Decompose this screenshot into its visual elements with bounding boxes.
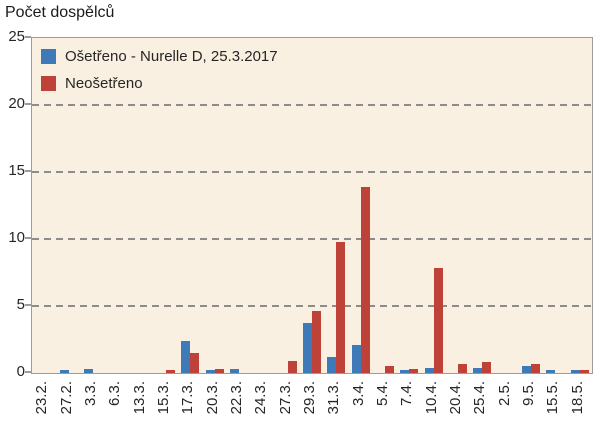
x-axis-label-18.5.: 18.5.: [568, 381, 586, 415]
gridline-y15: [32, 171, 592, 173]
bar-neosetreno-10.4.: [433, 268, 443, 373]
bar-osetreno-3.4.: [351, 344, 361, 373]
y-axis-tick-icon: [25, 170, 31, 172]
bar-osetreno-10.4.: [424, 367, 434, 373]
y-axis-tick-icon: [25, 304, 31, 306]
legend-swatch-treated-icon: [41, 49, 56, 64]
bar-neosetreno-15.3.: [165, 370, 175, 373]
x-axis-label-27.3.: 27.3.: [276, 381, 294, 415]
bar-osetreno-29.3.: [303, 323, 312, 373]
bar-neosetreno-31.3.: [336, 241, 346, 373]
x-axis-label-20.3.: 20.3.: [203, 381, 221, 415]
bar-neosetreno-5.4.: [385, 366, 395, 373]
y-axis-tick-icon: [25, 36, 31, 38]
y-axis-tick-icon: [25, 237, 31, 239]
y-axis-label-15: 15: [8, 162, 25, 179]
gridline-y10: [32, 238, 592, 240]
bar-osetreno-27.2.: [59, 370, 69, 373]
bar-osetreno-3.3.: [83, 368, 93, 373]
y-axis-label-20: 20: [8, 95, 25, 112]
x-axis-label-31.3.: 31.3.: [325, 381, 343, 415]
x-axis-label-5.4.: 5.4.: [374, 381, 392, 407]
y-axis-tick-icon: [25, 371, 31, 373]
bar-osetreno-22.3.: [229, 368, 239, 373]
gridline-y20: [32, 104, 592, 106]
x-axis-label-29.3.: 29.3.: [301, 381, 318, 415]
bar-osetreno-31.3.: [327, 356, 337, 373]
y-axis-label-25: 25: [8, 28, 25, 45]
x-axis-label-6.3.: 6.3.: [106, 381, 124, 407]
legend-item-untreated: Neošetřeno: [41, 75, 278, 92]
legend-item-treated: Ošetřeno - Nurelle D, 25.3.2017: [41, 48, 278, 65]
x-axis-label-17.3.: 17.3.: [179, 381, 197, 415]
bar-neosetreno-18.5.: [579, 370, 589, 373]
x-axis-label-10.4.: 10.4.: [422, 381, 440, 415]
legend-label-untreated: Neošetřeno: [65, 75, 143, 92]
x-axis-label-27.2.: 27.2.: [57, 381, 75, 415]
y-axis-label-5: 5: [16, 296, 25, 313]
bar-neosetreno-7.4.: [409, 368, 419, 373]
bar-neosetreno-20.3.: [214, 368, 224, 373]
x-axis-label-3.3.: 3.3.: [81, 381, 99, 407]
gridline-y5: [32, 305, 592, 307]
x-axis-label-15.5.: 15.5.: [544, 381, 562, 415]
legend: Ošetřeno - Nurelle D, 25.3.2017 Neošetře…: [41, 48, 278, 92]
x-axis-label-15.3.: 15.3.: [154, 381, 172, 415]
x-axis-label-3.4.: 3.4.: [349, 381, 367, 407]
bar-osetreno-7.4.: [400, 370, 410, 373]
bar-osetreno-25.4.: [473, 367, 483, 373]
bar-neosetreno-20.4.: [458, 363, 468, 373]
y-axis-tick-icon: [25, 103, 31, 105]
plot-area: Ošetřeno - Nurelle D, 25.3.2017 Neošetře…: [31, 37, 593, 374]
legend-swatch-untreated-icon: [41, 76, 56, 91]
x-axis-label-7.4.: 7.4.: [398, 381, 416, 407]
chart-title: Počet dospělců: [5, 4, 115, 21]
bar-osetreno-15.5.: [546, 370, 556, 373]
bar-neosetreno-9.5.: [531, 363, 541, 373]
bar-neosetreno-29.3.: [312, 311, 321, 373]
bar-neosetreno-3.4.: [360, 186, 370, 373]
bar-neosetreno-27.3.: [287, 360, 297, 373]
x-axis-label-2.5.: 2.5.: [495, 381, 513, 407]
x-axis-label-25.4.: 25.4.: [471, 381, 489, 415]
y-axis-label-10: 10: [8, 229, 25, 246]
bar-neosetreno-25.4.: [482, 362, 492, 373]
y-axis-label-0: 0: [16, 363, 25, 380]
x-axis-label-9.5.: 9.5.: [520, 381, 538, 407]
bar-osetreno-9.5.: [522, 366, 532, 373]
x-axis-label-23.2.: 23.2.: [33, 381, 51, 415]
x-axis-label-20.4.: 20.4.: [447, 381, 465, 415]
legend-label-treated: Ošetřeno - Nurelle D, 25.3.2017: [65, 48, 278, 65]
bar-osetreno-18.5.: [570, 370, 580, 373]
bar-osetreno-17.3.: [181, 340, 191, 373]
x-axis-label-24.3.: 24.3.: [252, 381, 270, 415]
x-axis-label-13.3.: 13.3.: [130, 381, 148, 415]
bar-neosetreno-17.3.: [190, 352, 200, 373]
bar-osetreno-20.3.: [205, 370, 215, 373]
x-axis-label-22.3.: 22.3.: [227, 381, 245, 415]
